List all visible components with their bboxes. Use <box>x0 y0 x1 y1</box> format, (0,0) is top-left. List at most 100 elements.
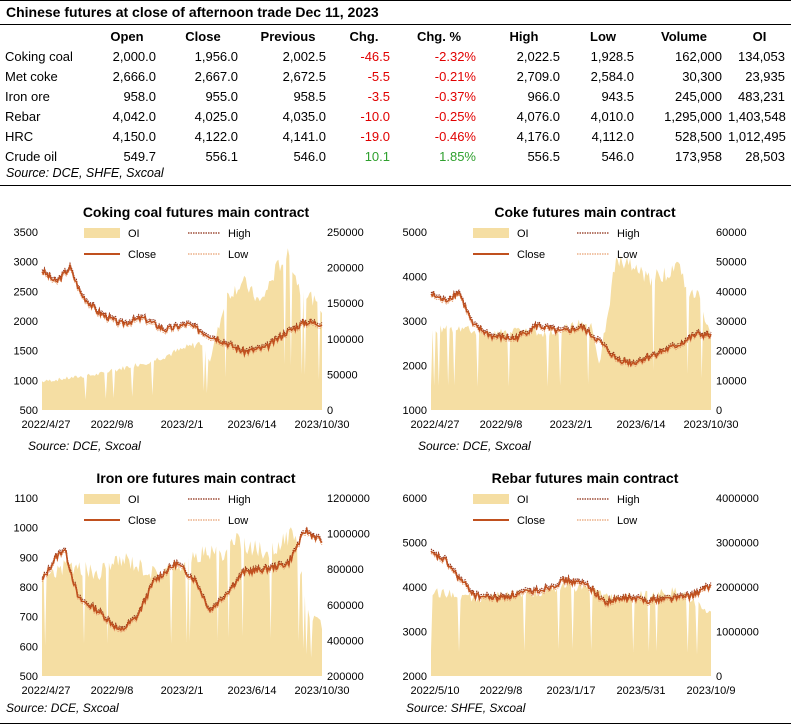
open-cell: 2,666.0 <box>112 68 156 84</box>
legend-label-low: Low <box>228 249 248 261</box>
previous-cell: 2,672.5 <box>282 68 326 84</box>
x-tick-label: 2022/4/27 <box>22 685 71 697</box>
divider <box>0 185 791 186</box>
legend-label-close: Close <box>517 249 545 261</box>
open-cell: 4,042.0 <box>112 108 156 124</box>
open-cell: 2,000.0 <box>112 48 156 64</box>
high-line <box>41 261 323 355</box>
y-left-tick-label: 5000 <box>403 538 427 550</box>
y-left-tick-label: 500 <box>20 671 38 683</box>
column-header: Open <box>110 28 144 44</box>
close-cell: 1,956.0 <box>194 48 238 64</box>
x-tick-label: 2023/1/17 <box>547 685 596 697</box>
change-percent-cell: -0.25% <box>434 108 476 124</box>
x-tick-label: 2022/9/8 <box>480 685 523 697</box>
y-left-tick-label: 2500 <box>14 286 38 298</box>
iron-ore-chart: Iron ore futures main contract 500 600 700 8… <box>14 470 370 697</box>
commodity-name: Rebar <box>5 108 41 124</box>
legend-label-low: Low <box>617 515 637 527</box>
y-right-tick-label: 800000 <box>327 564 364 576</box>
y-right-tick-label: 20000 <box>716 346 747 358</box>
legend-label-high: High <box>228 494 251 506</box>
x-tick-label: 2023/10/30 <box>294 685 349 697</box>
low-cell: 4,112.0 <box>591 128 634 144</box>
y-left-tick-label: 3000 <box>14 257 38 269</box>
y-right-tick-label: 0 <box>716 671 722 683</box>
y-right-tick-label: 4000000 <box>716 493 759 505</box>
previous-cell: 2,002.5 <box>282 48 326 64</box>
legend-swatch-oi <box>84 228 120 238</box>
commodity-name: Met coke <box>5 68 58 84</box>
legend-swatch-oi <box>473 494 509 504</box>
change-cell: -19.0 <box>360 128 390 144</box>
y-left-tick-label: 2000 <box>14 316 38 328</box>
open-cell: 549.7 <box>123 148 156 164</box>
y-right-tick-label: 10000 <box>716 375 747 387</box>
volume-cell: 528,500 <box>675 128 722 144</box>
legend-swatch-oi <box>84 494 120 504</box>
rebar-chart: Rebar futures main contract 2000 3000 4000 5… <box>403 470 759 697</box>
change-cell: -10.0 <box>360 108 390 124</box>
column-header: Close <box>185 28 221 44</box>
legend-label-high: High <box>617 228 640 240</box>
futures-summary-table: Open Close Previous Chg. Chg. % High Low… <box>0 26 791 166</box>
high-cell: 556.5 <box>527 148 560 164</box>
high-cell: 2,022.5 <box>516 48 560 64</box>
column-header: Chg. <box>349 28 379 44</box>
close-cell: 955.0 <box>205 88 238 104</box>
x-tick-label: 2023/6/14 <box>228 419 277 431</box>
chart-source-note: Source: SHFE, Sxcoal <box>406 701 526 715</box>
legend-label-oi: OI <box>517 228 529 240</box>
summary-title-bar: Chinese futures at close of afternoon tr… <box>0 0 791 25</box>
y-left-tick-label: 3000 <box>403 316 427 328</box>
volume-cell: 30,300 <box>682 68 722 84</box>
commodity-name: Iron ore <box>5 88 50 104</box>
y-left-tick-label: 800 <box>20 582 38 594</box>
legend-label-high: High <box>617 494 640 506</box>
x-tick-label: 2022/9/8 <box>91 685 134 697</box>
change-percent-cell: -0.46% <box>434 128 476 144</box>
y-left-tick-label: 1000 <box>403 405 427 417</box>
oi-area <box>42 527 322 676</box>
high-line <box>41 525 323 629</box>
table-row: Met coke 2,666.0 2,667.0 2,672.5 -5.5 -0… <box>0 66 791 86</box>
y-left-tick-label: 1100 <box>14 493 38 505</box>
chart-source-note: Source: DCE, Sxcoal <box>28 439 141 453</box>
table-row: HRC 4,150.0 4,122.0 4,141.0 -19.0 -0.46%… <box>0 126 791 146</box>
legend-label-oi: OI <box>128 494 140 506</box>
y-right-tick-label: 250000 <box>327 227 364 239</box>
previous-cell: 4,035.0 <box>282 108 326 124</box>
y-left-tick-label: 4000 <box>403 582 427 594</box>
low-cell: 546.0 <box>601 148 634 164</box>
y-right-tick-label: 50000 <box>327 369 358 381</box>
commodity-name: Crude oil <box>5 148 58 164</box>
y-left-tick-label: 4000 <box>403 272 427 284</box>
commodity-name: Coking coal <box>5 48 73 64</box>
y-right-tick-label: 0 <box>716 405 722 417</box>
table-row: Rebar 4,042.0 4,025.0 4,035.0 -10.0 -0.2… <box>0 106 791 126</box>
column-header: Volume <box>661 28 707 44</box>
legend-label-low: Low <box>228 515 248 527</box>
high-cell: 966.0 <box>527 88 560 104</box>
y-right-tick-label: 600000 <box>327 600 364 612</box>
close-cell: 4,025.0 <box>194 108 238 124</box>
x-tick-label: 2023/2/1 <box>161 685 204 697</box>
bottom-divider <box>0 723 791 724</box>
y-left-tick-label: 700 <box>20 612 38 624</box>
y-left-tick-label: 6000 <box>403 493 427 505</box>
y-right-tick-label: 40000 <box>716 286 747 298</box>
x-tick-label: 2022/5/10 <box>411 685 460 697</box>
change-cell: -46.5 <box>360 48 390 64</box>
commodity-name: HRC <box>5 128 34 144</box>
y-right-tick-label: 1000000 <box>716 627 759 639</box>
y-left-tick-label: 5000 <box>403 227 427 239</box>
y-left-tick-label: 900 <box>20 552 38 564</box>
low-cell: 943.5 <box>601 88 634 104</box>
legend-label-close: Close <box>128 249 156 261</box>
coke-chart: Coke futures main contract 1000 2000 3000 40… <box>403 204 747 431</box>
x-tick-label: 2023/10/9 <box>687 685 736 697</box>
low-cell: 2,584.0 <box>590 68 634 84</box>
change-cell: -3.5 <box>367 88 390 104</box>
x-tick-label: 2022/4/27 <box>22 419 71 431</box>
legend-label-close: Close <box>517 515 545 527</box>
